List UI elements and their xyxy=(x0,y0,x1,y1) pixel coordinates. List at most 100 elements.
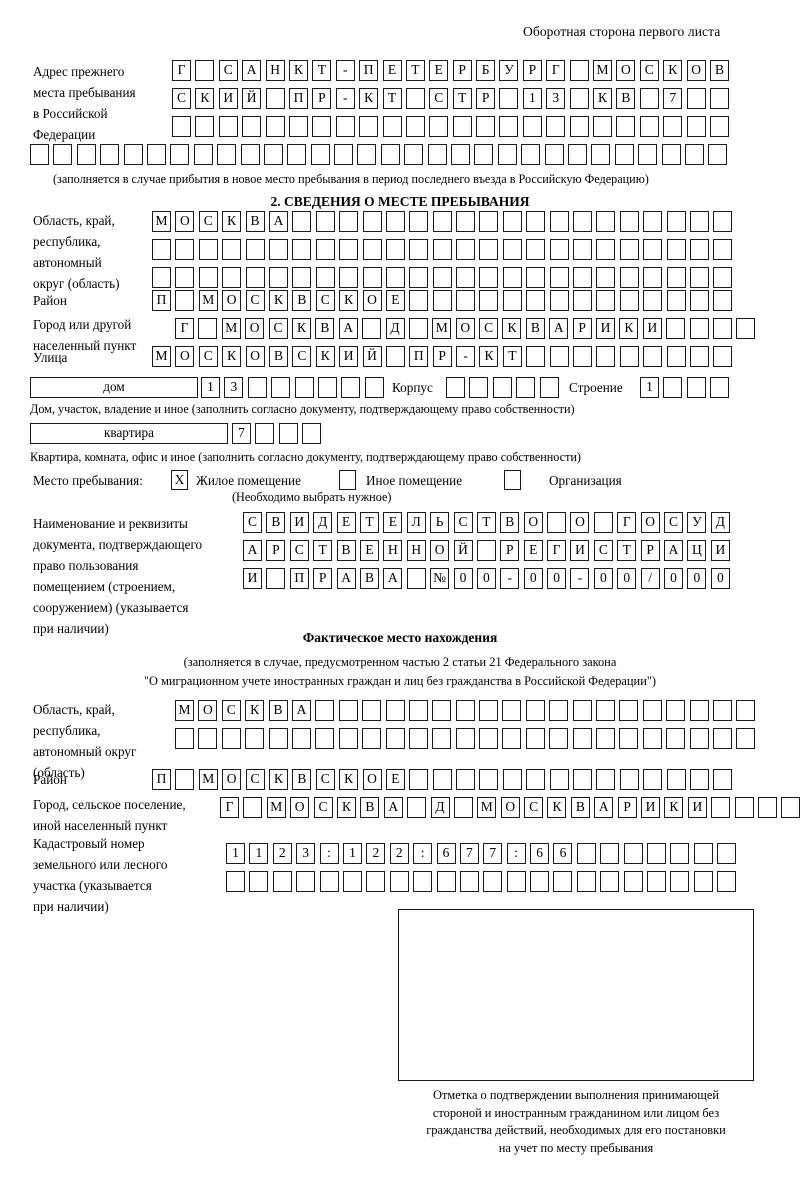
actual-region-row-2-cell-15[interactable] xyxy=(502,728,522,749)
actual-region-row-1-cell-23[interactable] xyxy=(689,700,709,721)
actual-district-row-cell-13[interactable] xyxy=(432,769,452,790)
actual-city-row-cell-12[interactable]: М xyxy=(477,797,497,818)
region-row-3-cell-19[interactable] xyxy=(573,267,593,288)
cadastral-row-1-cell-11[interactable]: 7 xyxy=(459,843,479,864)
document-row-2-cell-2[interactable]: Р xyxy=(266,540,286,561)
region-row-2-cell-15[interactable] xyxy=(479,239,499,260)
district-row-cell-3[interactable]: М xyxy=(198,290,218,311)
cadastral-row-2-cell-5[interactable] xyxy=(319,871,339,892)
document-row-1-cell-4[interactable]: Д xyxy=(313,512,333,533)
actual-region-row-1-cell-21[interactable] xyxy=(642,700,662,721)
region-row-3-cell-15[interactable] xyxy=(479,267,499,288)
prev-address-row-4-cell-29[interactable] xyxy=(684,144,704,165)
actual-region-row-1-cell-15[interactable] xyxy=(502,700,522,721)
prev-address-row-2-cell-14[interactable]: Р xyxy=(476,88,496,109)
street-row-cell-24[interactable] xyxy=(689,346,709,367)
document-row-2-cell-18[interactable]: Р xyxy=(640,540,660,561)
region-row-1-cell-6[interactable]: А xyxy=(268,211,288,232)
house-number-cells-cell-2[interactable]: 3 xyxy=(224,377,244,398)
cadastral-row-1-cell-7[interactable]: 2 xyxy=(366,843,386,864)
street-row-cell-7[interactable]: С xyxy=(292,346,312,367)
region-row-2-cell-20[interactable] xyxy=(596,239,616,260)
actual-district-row-cell-3[interactable]: М xyxy=(198,769,218,790)
document-row-2-cell-10[interactable]: Й xyxy=(453,540,473,561)
cadastral-row-2[interactable] xyxy=(226,871,737,892)
actual-district-row-cell-18[interactable] xyxy=(549,769,569,790)
prev-address-row-1-cell-6[interactable]: К xyxy=(288,60,308,81)
document-row-3-cell-15[interactable]: - xyxy=(570,568,590,589)
actual-city-row-cell-18[interactable]: Р xyxy=(617,797,637,818)
prev-address-row-3-cell-9[interactable] xyxy=(359,116,379,137)
city-row-cell-21[interactable]: И xyxy=(642,318,662,339)
city-row-cell-18[interactable]: Р xyxy=(572,318,592,339)
cadastral-row-1-cell-21[interactable] xyxy=(693,843,713,864)
region-row-3-cell-2[interactable] xyxy=(175,267,195,288)
prev-address-row-4-cell-7[interactable] xyxy=(170,144,190,165)
stamp-area-box[interactable] xyxy=(398,909,754,1081)
document-row-2-cell-20[interactable]: Ц xyxy=(687,540,707,561)
prev-address-row-2-cell-16[interactable]: 1 xyxy=(522,88,542,109)
cadastral-row-1-cell-9[interactable]: : xyxy=(413,843,433,864)
document-row-3-cell-2[interactable] xyxy=(266,568,286,589)
cadastral-row-1-cell-6[interactable]: 1 xyxy=(342,843,362,864)
cadastral-row-2-cell-4[interactable] xyxy=(296,871,316,892)
korpus-cells-cell-4[interactable] xyxy=(516,377,536,398)
district-row-cell-17[interactable] xyxy=(526,290,546,311)
prev-address-row-4-cell-10[interactable] xyxy=(240,144,260,165)
actual-region-row-2-cell-9[interactable] xyxy=(362,728,382,749)
region-row-1-cell-22[interactable] xyxy=(643,211,663,232)
region-row-3-cell-5[interactable] xyxy=(245,267,265,288)
document-row-2-cell-3[interactable]: С xyxy=(289,540,309,561)
region-row-1-cell-7[interactable] xyxy=(292,211,312,232)
region-row-2-cell-22[interactable] xyxy=(643,239,663,260)
actual-city-row-cell-6[interactable]: К xyxy=(336,797,356,818)
prev-address-row-3-cell-2[interactable] xyxy=(195,116,215,137)
checkbox-organization[interactable] xyxy=(504,470,521,490)
district-row-cell-18[interactable] xyxy=(549,290,569,311)
prev-address-row-3-cell-19[interactable] xyxy=(593,116,613,137)
document-row-3-cell-8[interactable] xyxy=(406,568,426,589)
prev-address-row-4-cell-14[interactable] xyxy=(334,144,354,165)
street-row-cell-9[interactable]: И xyxy=(339,346,359,367)
region-row-1-cell-1[interactable]: М xyxy=(152,211,171,232)
prev-address-row-4-cell-15[interactable] xyxy=(357,144,377,165)
prev-address-row-2-cell-18[interactable] xyxy=(569,88,589,109)
cadastral-row-2-cell-17[interactable] xyxy=(600,871,620,892)
actual-city-row-cell-8[interactable]: А xyxy=(383,797,403,818)
city-row-cell-5[interactable]: С xyxy=(268,318,288,339)
prev-address-row-4-cell-30[interactable] xyxy=(708,144,728,165)
document-row-3-cell-10[interactable]: 0 xyxy=(453,568,473,589)
actual-region-row-1-cell-11[interactable] xyxy=(408,700,428,721)
stroenie-cells-cell-1[interactable]: 1 xyxy=(640,377,659,398)
district-row-cell-25[interactable] xyxy=(713,290,733,311)
region-row-2-cell-9[interactable] xyxy=(339,239,359,260)
document-row-1-cell-18[interactable]: О xyxy=(640,512,660,533)
document-row-2-cell-13[interactable]: Е xyxy=(523,540,543,561)
prev-address-row-3-cell-22[interactable] xyxy=(663,116,683,137)
actual-region-row-2-cell-20[interactable] xyxy=(619,728,639,749)
actual-district-row-cell-19[interactable] xyxy=(573,769,593,790)
document-row-1-cell-17[interactable]: Г xyxy=(617,512,637,533)
actual-district-row-cell-20[interactable] xyxy=(596,769,616,790)
document-row-3-cell-1[interactable]: И xyxy=(243,568,262,589)
street-row-cell-20[interactable] xyxy=(596,346,616,367)
stroenie-cells[interactable]: 1 xyxy=(640,377,730,398)
prev-address-row-3-cell-23[interactable] xyxy=(686,116,706,137)
district-row-cell-19[interactable] xyxy=(573,290,593,311)
city-row-cell-19[interactable]: И xyxy=(596,318,616,339)
korpus-cells[interactable] xyxy=(446,377,559,398)
actual-city-row-cell-22[interactable] xyxy=(711,797,731,818)
document-row-1-cell-12[interactable]: В xyxy=(500,512,520,533)
cadastral-row-1-cell-13[interactable]: : xyxy=(506,843,526,864)
region-row-1-cell-24[interactable] xyxy=(689,211,709,232)
prev-address-row-4-cell-28[interactable] xyxy=(661,144,681,165)
document-row-2-cell-16[interactable]: С xyxy=(593,540,613,561)
prev-address-row-1-cell-20[interactable]: О xyxy=(616,60,636,81)
prev-address-row-1-cell-8[interactable]: - xyxy=(335,60,355,81)
street-row-cell-5[interactable]: О xyxy=(245,346,265,367)
document-row-3[interactable]: И П Р А В А № 0 0-0 0-0 0/0 0 0 xyxy=(243,568,730,589)
document-row-1-cell-2[interactable]: В xyxy=(266,512,286,533)
actual-region-row-2-cell-13[interactable] xyxy=(455,728,475,749)
